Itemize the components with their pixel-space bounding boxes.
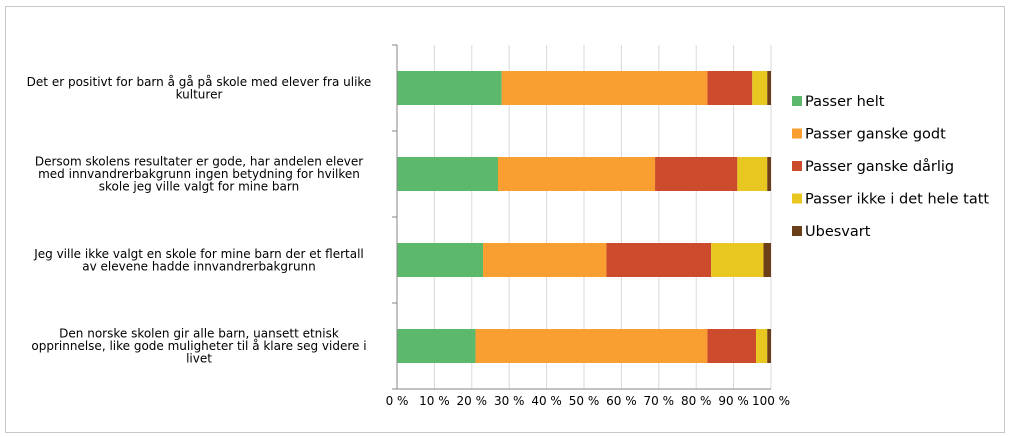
bar-segment — [397, 329, 476, 363]
category-label: Det er positivt for barn å gå på skole m… — [27, 75, 372, 102]
chart-frame: 0 % 10 % 20 % 30 % 40 % 50 % 60 % 70 % 80 % 90 % 1… — [5, 6, 1005, 433]
bar-segment — [606, 243, 712, 277]
bar-segment — [655, 157, 738, 191]
legend-label: Ubesvart — [805, 224, 871, 240]
legend-label: Passer ganske godt — [805, 127, 946, 143]
bar-segment — [707, 71, 753, 105]
legend-swatch — [792, 161, 802, 171]
x-tick-label: 20 % — [457, 394, 488, 408]
bar-segment — [497, 157, 656, 191]
category-label: Dersom skolens resultater er gode, har a… — [35, 155, 363, 194]
stacked-bar-chart: 0 % 10 % 20 % 30 % 40 % 50 % 60 % 70 % 80 % 90 % 1… — [27, 44, 989, 408]
bar-segment — [397, 243, 484, 277]
bar-segment — [397, 157, 498, 191]
bar-segment — [767, 157, 771, 191]
legend-label: Passer ikke i det hele tatt — [805, 192, 989, 208]
bar-segment — [397, 71, 502, 105]
bar-segment — [711, 243, 764, 277]
bar-segment — [501, 71, 708, 105]
bar-segment — [475, 329, 708, 363]
legend-swatch — [792, 128, 802, 139]
category-label: Den norske skolen gir alle barn, uansett… — [31, 327, 366, 366]
bar-segment — [763, 243, 771, 277]
x-tick-label: 10 % — [419, 394, 450, 408]
x-tick-label: 90 % — [718, 394, 749, 408]
bar-segment — [483, 243, 607, 277]
bar-segment — [756, 329, 768, 363]
x-tick-label: 70 % — [644, 394, 675, 408]
x-tick-label: 30 % — [494, 394, 525, 408]
bar-segment — [767, 71, 771, 105]
x-tick-label: 50 % — [569, 394, 600, 408]
legend-swatch — [792, 96, 802, 106]
x-tick-label: 80 % — [681, 394, 712, 408]
x-tick-label: 0 % — [386, 394, 409, 408]
legend-swatch — [792, 226, 802, 236]
x-tick-label: 100 % — [752, 394, 790, 408]
x-tick-label: 40 % — [531, 394, 562, 408]
bar-segment — [737, 157, 768, 191]
category-label: Jeg ville ikke valgt en skole for mine b… — [33, 247, 364, 274]
bar-segment — [707, 329, 757, 363]
legend-label: Passer helt — [805, 94, 885, 110]
bar-segment — [752, 71, 768, 105]
legend-swatch — [792, 193, 802, 204]
legend-label: Passer ganske dårlig — [805, 158, 954, 175]
bar-segment — [767, 329, 771, 363]
x-tick-label: 60 % — [606, 394, 637, 408]
